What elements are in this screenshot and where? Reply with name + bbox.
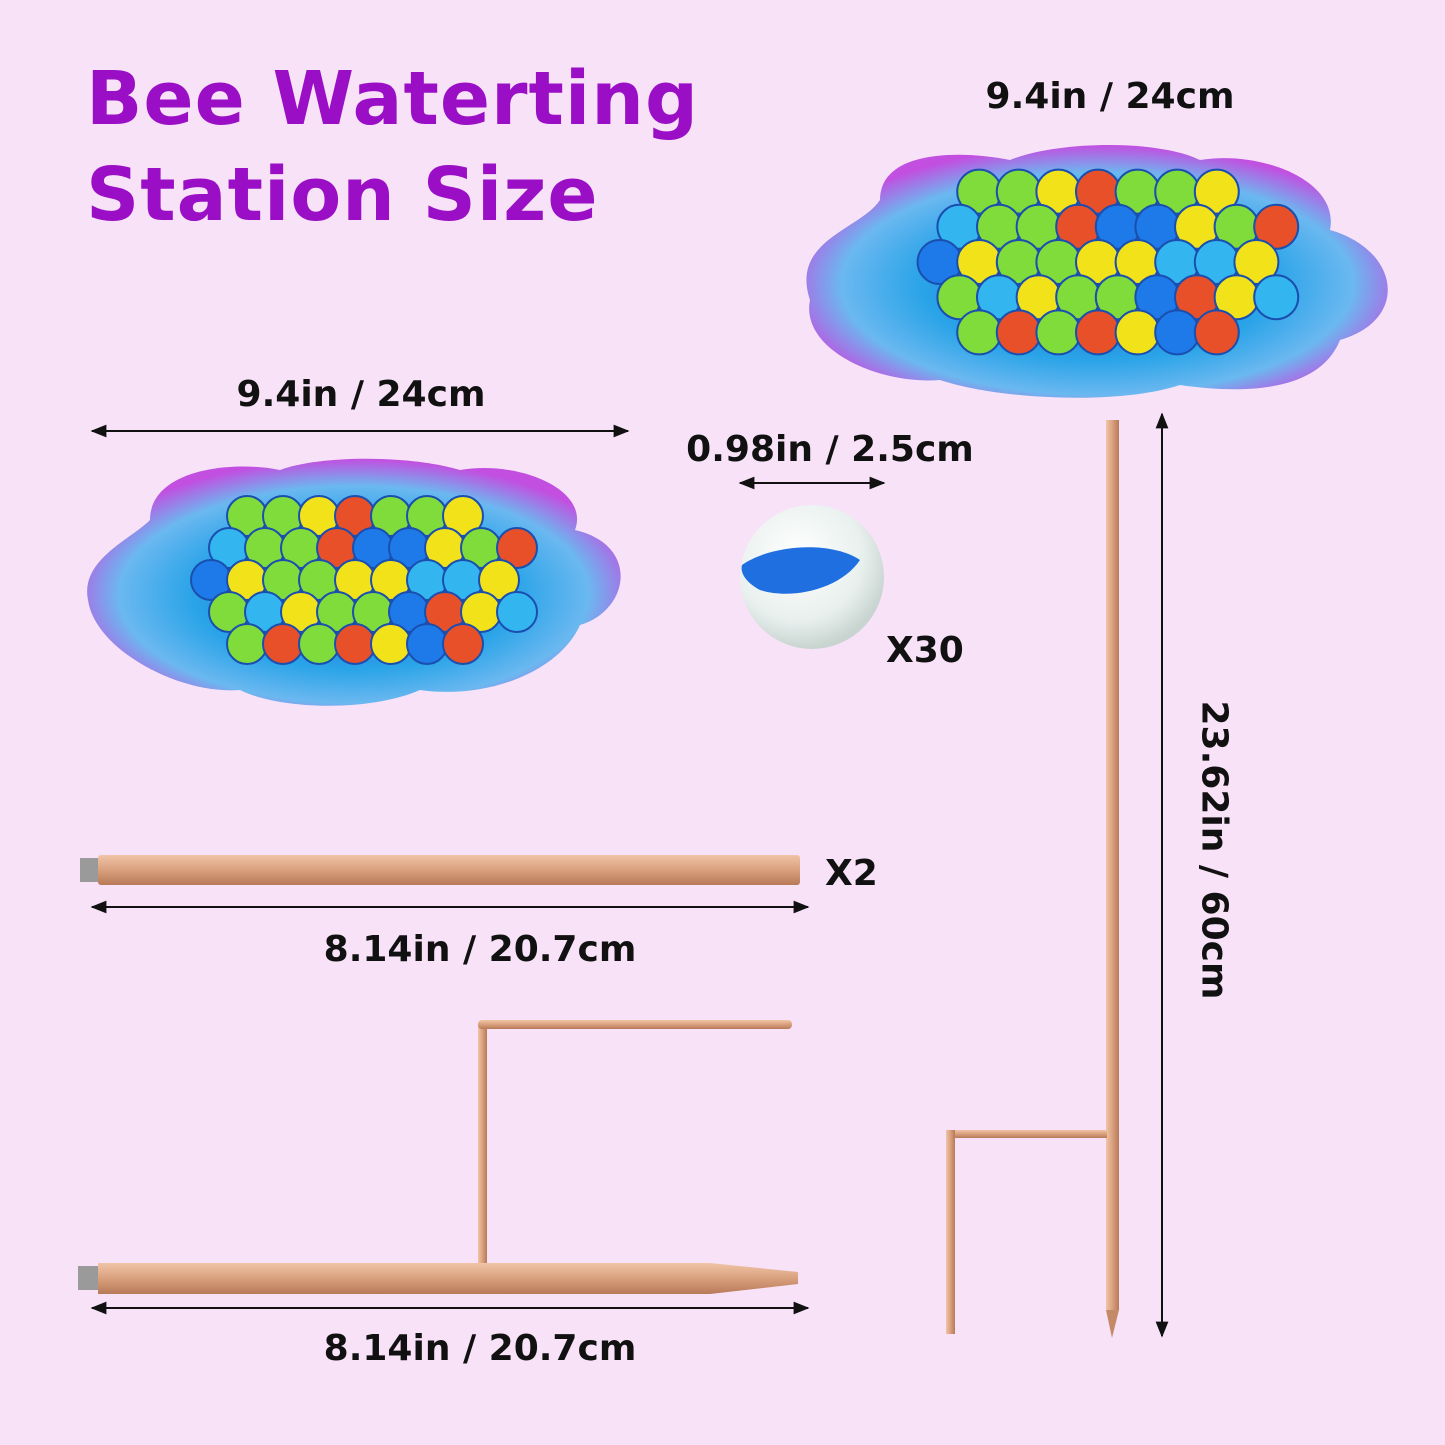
marble-icon [370,623,412,665]
marble-icon [995,309,1042,356]
marble-icon [1154,309,1201,356]
assembled-bowl [806,145,1388,398]
marble-icon [1114,309,1161,356]
rod-length-label: 8.14in / 20.7cm [323,929,637,970]
stake-base [78,1020,798,1294]
marble-icon [1035,309,1082,356]
marble-icon [442,495,484,537]
marble-icon [1233,239,1280,285]
marble-quantity-label: X30 [886,630,964,671]
bowl-width-label: 9.4in / 24cm [236,374,486,415]
marble-diameter-label: 0.98in / 2.5cm [686,429,974,470]
marble-icon [496,527,538,569]
bowl [87,458,621,706]
marble-icon [1075,309,1121,356]
assembled-stake [946,420,1119,1338]
marble-icon [442,623,484,665]
marble-icon [496,591,538,633]
marble-icon [298,623,340,665]
marble-icon [1193,309,1240,356]
base-length-label: 8.14in / 20.7cm [323,1328,637,1369]
marble [740,505,884,649]
marble-icon [262,623,304,665]
marble-icon [406,623,448,665]
page-title-line-1: Bee Waterting [86,56,699,142]
marble-icon [1253,274,1300,321]
stake-height-label: 23.62in / 60cm [1193,700,1235,1000]
marble-icon [334,623,376,665]
marble-icon [478,559,520,601]
page-title-line-2: Station Size [86,152,599,238]
extension-rod [80,855,800,885]
assembled-bowl-width-label: 9.4in / 24cm [985,76,1235,117]
marble-icon [1253,203,1300,250]
marbles-in-bowl [190,495,538,665]
marble-icon [1193,168,1240,215]
marble-icon [956,309,1003,356]
marble-icon [226,623,268,665]
marbles-in-assembled-bowl [916,168,1300,356]
rod-quantity-label: X2 [825,853,878,894]
dimension-arrows [90,412,1169,1338]
